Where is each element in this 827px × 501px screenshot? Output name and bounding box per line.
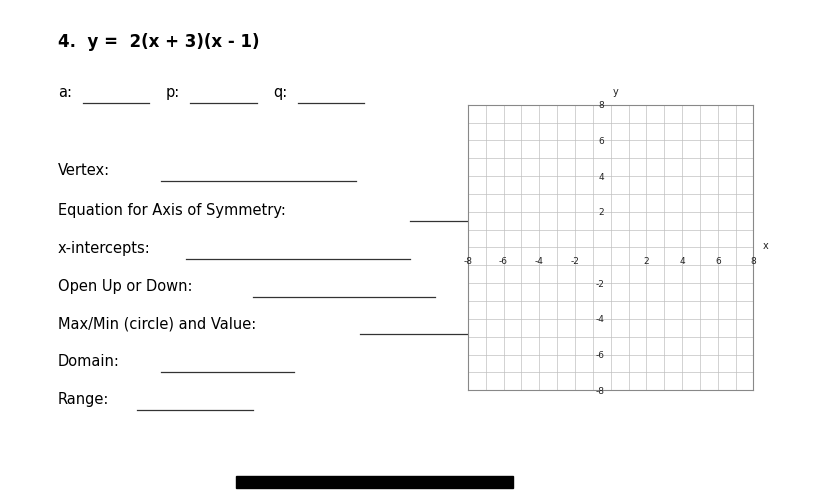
Text: -6: -6	[595, 350, 604, 359]
Text: -8: -8	[463, 256, 471, 265]
Text: x-intercepts:: x-intercepts:	[58, 240, 151, 256]
Text: Range:: Range:	[58, 391, 109, 406]
Text: -2: -2	[570, 256, 579, 265]
Text: 4: 4	[678, 256, 684, 265]
Text: -6: -6	[499, 256, 508, 265]
Text: a:: a:	[58, 85, 72, 100]
Text: Max/Min (circle) and Value:: Max/Min (circle) and Value:	[58, 316, 256, 331]
Text: 2: 2	[598, 208, 604, 217]
Text: 4: 4	[598, 172, 604, 181]
Text: -4: -4	[595, 315, 604, 324]
Text: Domain:: Domain:	[58, 353, 120, 368]
Text: 2: 2	[643, 256, 648, 265]
Text: -2: -2	[595, 279, 604, 288]
Text: y: y	[612, 87, 618, 97]
Text: x: x	[762, 240, 767, 250]
Text: p:: p:	[165, 85, 179, 100]
Text: Open Up or Down:: Open Up or Down:	[58, 278, 192, 293]
Text: 8: 8	[750, 256, 755, 265]
Text: 8: 8	[598, 101, 604, 110]
Text: 6: 6	[598, 137, 604, 146]
Text: q:: q:	[273, 85, 287, 100]
Text: -8: -8	[595, 386, 604, 395]
Bar	[236, 476, 513, 488]
Text: Vertex:: Vertex:	[58, 163, 110, 178]
Text: -4: -4	[534, 256, 543, 265]
Text: 4.  y =  2(x + 3)(x - 1): 4. y = 2(x + 3)(x - 1)	[58, 33, 259, 51]
Text: Equation for Axis of Symmetry:: Equation for Axis of Symmetry:	[58, 203, 285, 218]
Text: 6: 6	[714, 256, 719, 265]
